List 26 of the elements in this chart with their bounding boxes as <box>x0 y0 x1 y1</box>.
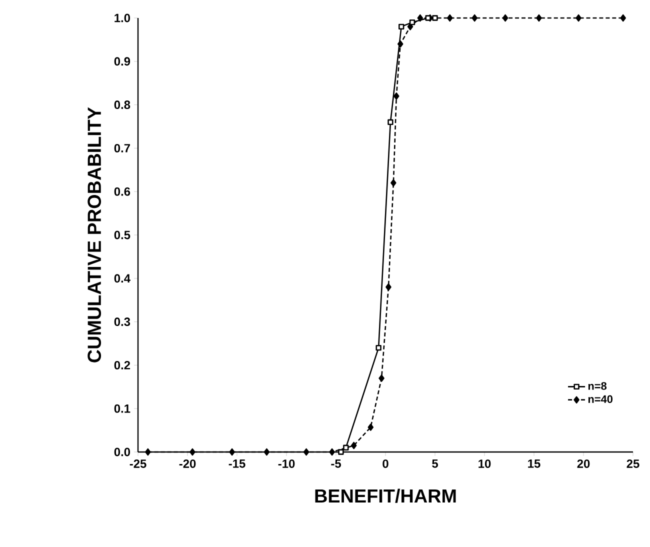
legend-label: n=40 <box>588 395 613 404</box>
x-tick-label: 0 <box>382 459 388 468</box>
y-tick-label: 0.3 <box>114 318 130 326</box>
x-tick-label: -25 <box>130 459 146 468</box>
y-tick-label: 0.7 <box>114 144 130 152</box>
y-axis-title: CUMULATIVE PROBABILITY <box>88 107 102 362</box>
y-tick-label: 0.4 <box>114 274 130 283</box>
y-tick-label: 0.9 <box>114 57 130 66</box>
x-tick-label: 5 <box>432 459 438 468</box>
x-tick-label: -10 <box>278 459 295 468</box>
y-tick-label: 0.8 <box>114 100 130 110</box>
x-tick-label: -15 <box>228 459 246 468</box>
y-tick-label: 0.5 <box>114 230 130 240</box>
legend-label: n=8 <box>588 382 607 390</box>
x-tick-label: 15 <box>528 459 540 468</box>
y-tick-label: 0.6 <box>114 187 130 196</box>
x-axis-title: BENEFIT/HARM <box>315 488 456 503</box>
y-tick-label: 0.2 <box>114 360 130 370</box>
y-tick-label: 0.0 <box>114 448 130 456</box>
x-tick-label: 20 <box>577 459 590 468</box>
x-tick-label: -20 <box>179 459 196 468</box>
x-tick-label: -5 <box>331 459 341 468</box>
x-tick-label: 10 <box>478 459 491 468</box>
x-tick-label: 25 <box>626 459 640 468</box>
y-tick-label: 0.1 <box>114 404 130 413</box>
y-tick-label: 1.0 <box>114 14 130 22</box>
